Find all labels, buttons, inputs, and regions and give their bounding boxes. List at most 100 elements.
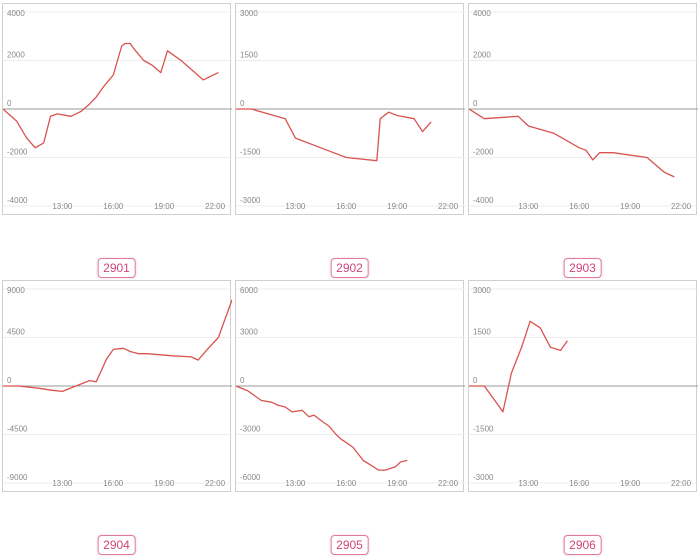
series-line bbox=[469, 320, 568, 413]
chart-label-badge[interactable]: 2904 bbox=[97, 535, 136, 555]
x-tick-label: 16:00 bbox=[569, 479, 590, 488]
data-point bbox=[37, 387, 40, 390]
data-point bbox=[290, 410, 293, 413]
plot-area: 9000 4500 0 -4500 -9000 13:00 16:00 19:00 22:00 bbox=[2, 280, 232, 492]
data-point bbox=[517, 115, 520, 118]
plot-area: 4000 2000 0 -2000 -4000 13:00 16:00 19:00 22:00 bbox=[2, 3, 232, 215]
x-tick-label: 22:00 bbox=[671, 202, 692, 211]
data-point bbox=[598, 151, 601, 154]
y-tick-label: 1500 bbox=[473, 328, 491, 337]
y-tick-label: -1500 bbox=[240, 148, 261, 157]
data-point bbox=[362, 459, 365, 462]
data-point bbox=[578, 146, 581, 149]
data-point bbox=[124, 42, 127, 45]
y-tick-label: -4000 bbox=[7, 196, 28, 205]
data-point bbox=[137, 352, 140, 355]
chart-panel-2906: 3000 1500 0 -1500 -3000 13:00 16:00 19:00 22:00 … bbox=[468, 280, 698, 560]
data-point bbox=[483, 117, 486, 120]
data-point bbox=[520, 346, 523, 349]
data-point bbox=[190, 355, 193, 358]
data-point bbox=[549, 346, 552, 349]
data-point bbox=[396, 114, 399, 117]
plot-area: 4000 2000 0 -2000 -4000 13:00 16:00 19:00 22:00 bbox=[468, 3, 698, 215]
data-point bbox=[25, 137, 28, 140]
chart-label-badge[interactable]: 2903 bbox=[563, 258, 602, 278]
data-point bbox=[151, 64, 154, 67]
data-point bbox=[345, 156, 348, 159]
data-point bbox=[95, 95, 98, 98]
plot-area: 6000 3000 0 -3000 -6000 13:00 16:00 19:00 22:00 bbox=[235, 280, 465, 492]
x-tick-label: 22:00 bbox=[671, 479, 692, 488]
y-tick-label: 0 bbox=[473, 376, 478, 385]
x-tick-label: 16:00 bbox=[336, 479, 357, 488]
y-tick-label: 4500 bbox=[7, 328, 25, 337]
data-point bbox=[270, 401, 273, 404]
y-tick-label: 0 bbox=[7, 376, 12, 385]
data-point bbox=[34, 146, 37, 149]
x-tick-label: 16:00 bbox=[103, 202, 124, 211]
data-point bbox=[413, 117, 416, 120]
chart-label-badge[interactable]: 2902 bbox=[330, 258, 369, 278]
chart-label-badge[interactable]: 2905 bbox=[330, 535, 369, 555]
data-point bbox=[566, 339, 569, 342]
data-point bbox=[49, 115, 52, 118]
data-point bbox=[469, 385, 471, 388]
data-point bbox=[260, 399, 263, 402]
data-point bbox=[421, 130, 424, 133]
y-tick-label: 4000 bbox=[7, 9, 25, 18]
x-tick-label: 13:00 bbox=[285, 202, 306, 211]
data-point bbox=[367, 462, 370, 465]
chart-panel-2903: 4000 2000 0 -2000 -4000 13:00 16:00 19:00 22:00 … bbox=[468, 3, 698, 283]
data-point bbox=[561, 137, 564, 140]
data-point bbox=[61, 390, 64, 393]
data-point bbox=[319, 146, 322, 149]
x-tick-label: 13:00 bbox=[52, 202, 73, 211]
data-point bbox=[88, 379, 91, 382]
x-tick-label: 19:00 bbox=[387, 202, 408, 211]
x-tick-label: 19:00 bbox=[387, 479, 408, 488]
x-tick-label: 19:00 bbox=[620, 202, 641, 211]
data-point bbox=[559, 349, 562, 352]
data-point bbox=[105, 358, 108, 361]
data-point bbox=[430, 120, 433, 123]
data-point bbox=[3, 385, 5, 388]
y-tick-label: -2000 bbox=[473, 148, 494, 157]
y-tick-label: 0 bbox=[240, 376, 245, 385]
data-point bbox=[15, 120, 18, 123]
data-point bbox=[357, 452, 360, 455]
line-chart: 3000 1500 0 -1500 -3000 13:00 16:00 19:00 22:00 bbox=[469, 286, 698, 488]
data-point bbox=[112, 74, 115, 77]
chart-panel-2904: 9000 4500 0 -4500 -9000 13:00 16:00 19:00 22:00 … bbox=[2, 280, 232, 560]
data-point bbox=[142, 59, 145, 62]
data-point bbox=[120, 44, 123, 47]
data-point bbox=[591, 158, 594, 161]
data-point bbox=[387, 111, 390, 114]
y-tick-label: -4500 bbox=[7, 425, 28, 434]
chart-panel-2905: 6000 3000 0 -3000 -6000 13:00 16:00 19:00 22:00 … bbox=[235, 280, 465, 560]
x-tick-label: 22:00 bbox=[205, 479, 226, 488]
line-chart: 9000 4500 0 -4500 -9000 13:00 16:00 19:00 22:00 bbox=[3, 286, 232, 488]
data-point bbox=[51, 389, 54, 392]
data-point bbox=[301, 409, 304, 412]
data-point bbox=[246, 389, 249, 392]
data-point bbox=[171, 354, 174, 357]
data-point bbox=[102, 86, 105, 89]
data-point bbox=[345, 441, 348, 444]
data-point bbox=[284, 117, 287, 120]
chart-label-badge[interactable]: 2906 bbox=[563, 535, 602, 555]
y-tick-label: -1500 bbox=[473, 425, 494, 434]
data-point bbox=[483, 385, 486, 388]
chart-label-badge[interactable]: 2901 bbox=[97, 258, 136, 278]
data-point bbox=[284, 406, 287, 409]
data-point bbox=[132, 47, 135, 50]
line-chart: 4000 2000 0 -2000 -4000 13:00 16:00 19:00 22:00 bbox=[3, 9, 232, 211]
data-point bbox=[197, 359, 200, 362]
data-point bbox=[95, 380, 98, 383]
data-point bbox=[612, 151, 615, 154]
data-point bbox=[352, 446, 355, 449]
data-point bbox=[129, 42, 132, 45]
data-point bbox=[166, 49, 169, 52]
data-point bbox=[399, 460, 402, 463]
x-tick-label: 13:00 bbox=[285, 479, 306, 488]
data-point bbox=[217, 336, 220, 339]
